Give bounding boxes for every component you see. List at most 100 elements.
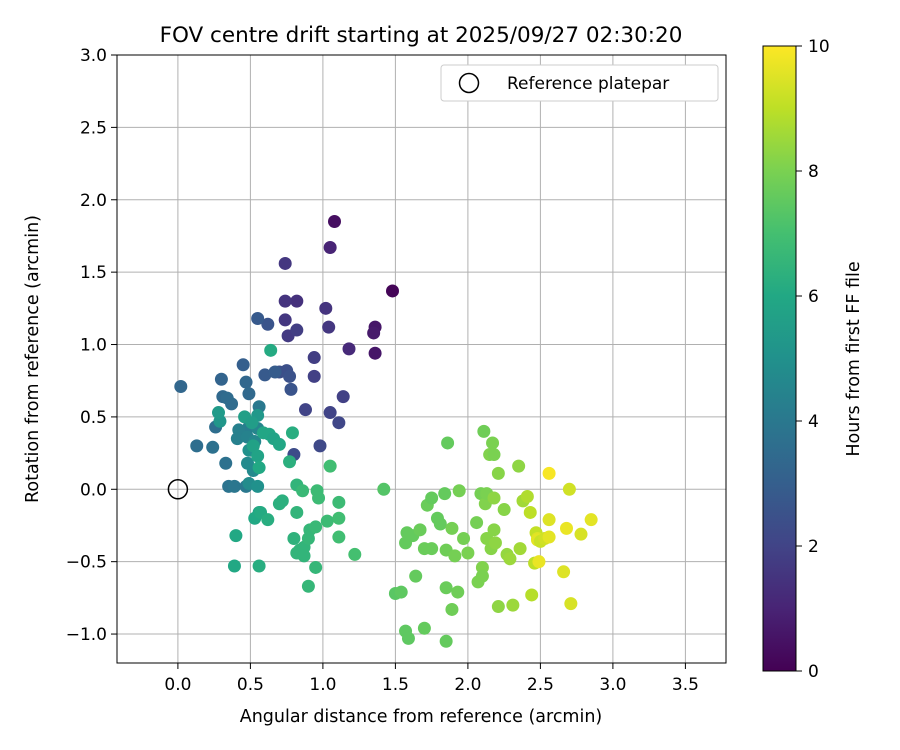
data-point: [283, 455, 297, 469]
data-point: [461, 546, 475, 560]
x-tick-label: 0.0: [164, 675, 191, 695]
data-point: [328, 214, 341, 228]
data-point: [322, 320, 336, 334]
data-point: [342, 342, 356, 356]
data-points: [174, 214, 598, 648]
data-point: [433, 517, 447, 531]
data-point: [296, 484, 310, 498]
data-point: [332, 511, 346, 525]
data-point: [227, 559, 241, 573]
data-point: [448, 549, 462, 563]
data-point: [285, 426, 299, 440]
y-tick-label: 2.5: [80, 118, 107, 138]
data-point: [230, 432, 244, 446]
data-point: [584, 513, 598, 527]
data-point: [332, 495, 346, 509]
data-point: [301, 579, 315, 593]
data-point: [214, 372, 228, 386]
y-tick-label: −1.0: [66, 625, 107, 645]
x-tick-label: 1.5: [382, 675, 409, 695]
data-point: [542, 530, 556, 544]
legend: Reference platepar: [440, 64, 719, 102]
x-tick-label: 1.0: [309, 675, 336, 695]
data-point: [445, 602, 459, 616]
legend-marker-reference: [458, 72, 480, 94]
data-point: [246, 439, 260, 453]
data-point: [487, 523, 501, 537]
data-point: [278, 294, 292, 308]
data-point: [452, 484, 466, 498]
data-point: [417, 621, 431, 635]
data-point: [503, 552, 517, 566]
data-point: [413, 523, 427, 537]
colorbar-tick-label: 4: [808, 412, 819, 432]
data-point: [368, 346, 382, 360]
data-point: [320, 514, 334, 528]
data-point: [451, 585, 465, 599]
data-point: [491, 600, 505, 614]
data-point: [252, 461, 266, 475]
y-tick-label: 3.0: [80, 46, 107, 66]
x-tick-label: 3.0: [599, 675, 626, 695]
data-point: [323, 406, 337, 420]
x-tick-label: 2.0: [454, 675, 481, 695]
data-point: [401, 631, 415, 645]
y-axis-label: Rotation from reference (arcmin): [23, 215, 43, 503]
y-axis-ticks: −1.0 −0.5 0.0 0.5 1.0 1.5 2.0 2.5 3.0: [66, 46, 117, 645]
data-point: [323, 459, 337, 473]
x-tick-label: 3.5: [672, 675, 699, 695]
data-point: [441, 436, 455, 450]
data-point: [439, 634, 453, 648]
data-point: [336, 390, 350, 404]
colorbar-tick-label: 2: [808, 537, 819, 557]
data-point: [425, 491, 439, 505]
data-point: [212, 406, 225, 420]
data-point: [513, 542, 527, 556]
data-point: [409, 569, 423, 583]
data-point: [251, 311, 265, 325]
data-point: [307, 369, 321, 383]
data-point: [487, 448, 501, 462]
data-point: [309, 520, 323, 534]
data-point: [520, 490, 534, 504]
data-point: [299, 403, 312, 417]
data-point: [512, 459, 526, 473]
plot-frame: [116, 54, 727, 664]
data-point: [557, 565, 571, 579]
data-point: [574, 527, 588, 541]
data-point: [486, 436, 500, 450]
data-point: [367, 326, 381, 340]
colorbar-ticks: 0 2 4 6 8 10: [796, 37, 830, 682]
y-tick-label: 1.0: [80, 336, 107, 356]
data-point: [438, 487, 452, 501]
data-point: [470, 516, 484, 530]
data-point: [287, 532, 301, 546]
data-point: [206, 440, 220, 454]
data-point: [532, 555, 546, 569]
data-point: [560, 521, 573, 535]
data-point: [487, 491, 501, 505]
data-point: [564, 597, 578, 611]
data-point: [312, 491, 326, 505]
data-point: [332, 530, 346, 544]
data-point: [236, 358, 250, 372]
data-point: [278, 256, 292, 270]
data-point: [190, 439, 204, 453]
data-point: [174, 380, 188, 394]
data-point: [290, 294, 304, 308]
data-point: [290, 323, 304, 337]
colorbar-label: Hours from first FF file: [844, 261, 864, 456]
colorbar-tick-label: 0: [808, 662, 819, 682]
data-point: [239, 375, 253, 389]
data-point: [227, 479, 241, 493]
data-point: [307, 351, 321, 365]
data-point: [275, 494, 289, 508]
data-point: [562, 482, 576, 496]
data-point: [268, 365, 282, 379]
data-point: [264, 343, 278, 357]
data-point: [219, 456, 233, 470]
y-tick-label: 1.5: [80, 263, 107, 283]
data-point: [475, 569, 489, 583]
legend-box: [440, 64, 719, 102]
